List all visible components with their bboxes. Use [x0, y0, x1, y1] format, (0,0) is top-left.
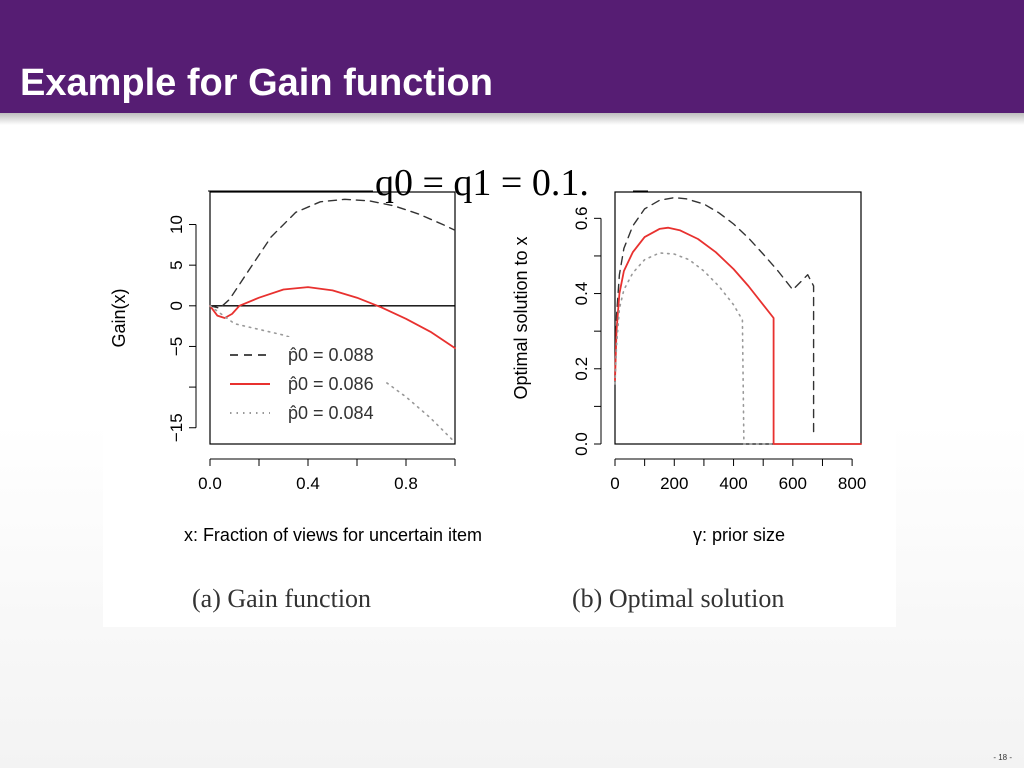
chart-a-caption: (a) Gain function — [192, 584, 371, 613]
y-tick-label: 0 — [167, 301, 186, 310]
legend-background — [212, 337, 384, 425]
series-dashed-line — [614, 196, 815, 434]
chart-b-caption: (b) Optimal solution — [572, 584, 784, 613]
x-tick-label: 0.0 — [198, 474, 222, 493]
x-tick-label: 400 — [719, 474, 747, 493]
x-tick-label: 0.8 — [394, 474, 418, 493]
y-tick-label: 10 — [167, 215, 186, 234]
slide-title: Example for Gain function — [20, 62, 493, 104]
x-tick-label: 0.4 — [296, 474, 320, 493]
x-axis-label: x: Fraction of views for uncertain item — [184, 525, 482, 545]
x-tick-label: 0 — [610, 474, 619, 493]
y-tick-label: 0.2 — [572, 357, 591, 381]
y-tick-label: 0.0 — [572, 432, 591, 456]
header-shadow — [0, 113, 1024, 125]
figure-panel: q0 = q1 = 0.1. 0.0 0.4 0.8 −15 −5 0 5 10 x: Frac… — [103, 155, 896, 627]
chart-optimal-solution: 0 200 400 600 800 0.0 0.2 0.4 0.6 γ: prior size Op… — [511, 191, 866, 545]
y-tick-label: 0.6 — [572, 207, 591, 231]
y-tick-label: −15 — [167, 413, 186, 442]
y-tick-label: 0.4 — [572, 282, 591, 306]
y-tick-label: 5 — [167, 260, 186, 269]
chart-gain-function: 0.0 0.4 0.8 −15 −5 0 5 10 x: Fraction of views f… — [109, 191, 482, 545]
series-solid-line — [614, 226, 862, 445]
series-dashed-line — [209, 198, 456, 309]
figure-overall-title: q0 = q1 = 0.1. — [375, 162, 589, 204]
legend-entry-label: p̂0 = 0.088 — [288, 345, 374, 365]
y-axis-label: Optimal solution to x — [511, 236, 531, 399]
slide-header — [0, 0, 1024, 113]
legend-entry-label: p̂0 = 0.084 — [288, 403, 374, 423]
y-axis-label: Gain(x) — [109, 288, 129, 347]
x-tick-label: 600 — [779, 474, 807, 493]
x-tick-label: 800 — [838, 474, 866, 493]
x-tick-label: 200 — [660, 474, 688, 493]
page-number: - 18 - — [993, 753, 1012, 762]
legend-entry-label: p̂0 = 0.086 — [288, 374, 374, 394]
series-dotted-line — [614, 252, 775, 445]
plot-frame — [209, 191, 456, 445]
x-axis-label: γ: prior size — [693, 525, 785, 545]
charts-svg: q0 = q1 = 0.1. 0.0 0.4 0.8 −15 −5 0 5 10 x: Frac… — [109, 162, 866, 613]
series-dotted-line — [209, 305, 456, 444]
y-tick-label: −5 — [167, 337, 186, 356]
plot-frame — [614, 191, 862, 445]
